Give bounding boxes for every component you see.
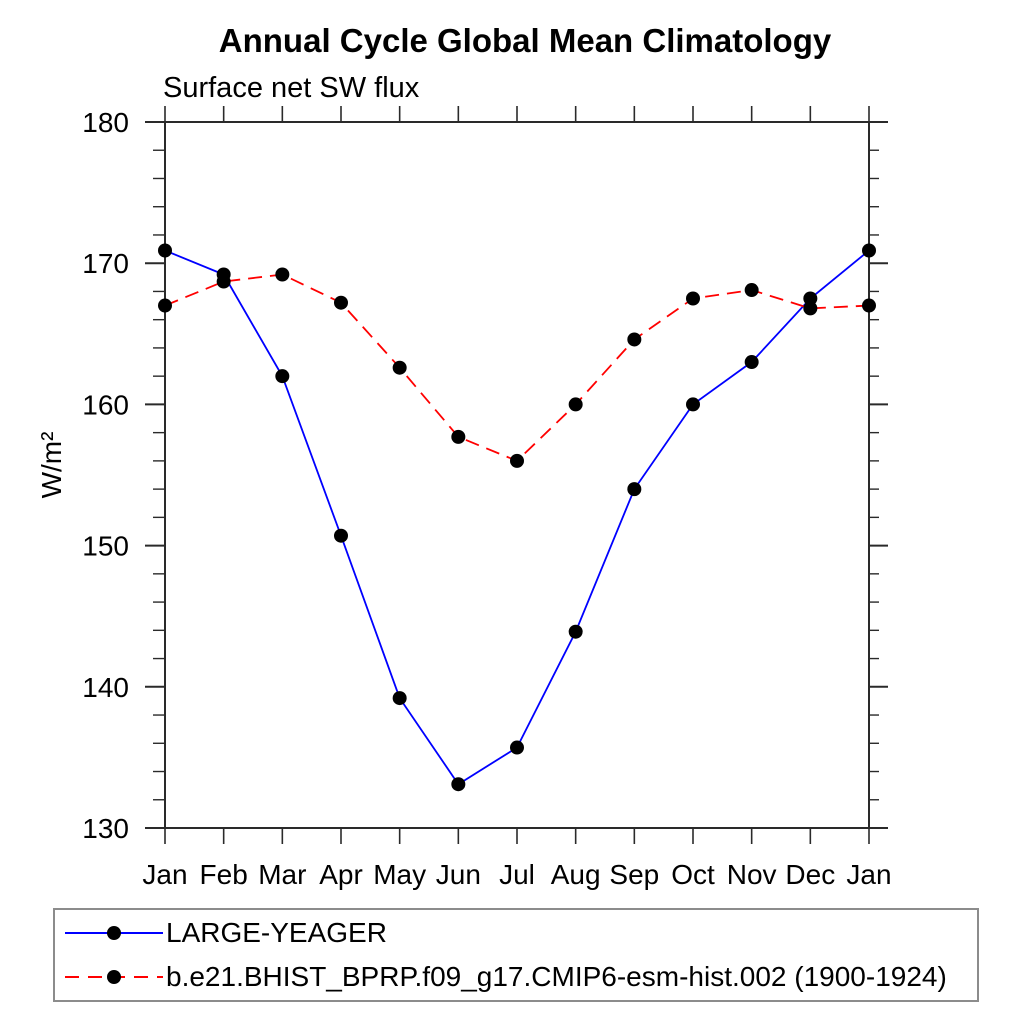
data-point-series-1 [392, 360, 407, 375]
x-tick-label: Dec [785, 859, 835, 890]
x-tick-label: Jun [436, 859, 481, 890]
data-point-series-0 [862, 243, 876, 258]
y-tick-label: 170 [82, 248, 129, 279]
data-point-series-1 [862, 298, 876, 313]
data-point-series-1 [451, 429, 466, 444]
legend-line-sample [65, 926, 163, 940]
legend-item-large-yeager: LARGE-YEAGER [62, 911, 977, 955]
data-point-series-1 [568, 397, 583, 412]
legend-label: LARGE-YEAGER [166, 917, 387, 948]
data-point-series-1 [334, 295, 348, 310]
y-tick-label: 140 [82, 672, 129, 703]
data-point-series-1 [627, 332, 642, 347]
x-tick-label: Oct [671, 859, 715, 890]
data-point-series-1 [510, 453, 524, 468]
data-point-series-0 [686, 397, 700, 412]
data-point-series-1 [158, 298, 172, 313]
chart-title: Annual Cycle Global Mean Climatology [218, 22, 832, 59]
x-tick-label: Jan [142, 859, 187, 890]
data-point-series-0 [744, 355, 759, 370]
series-line-1 [164, 273, 870, 462]
x-tick-label: Mar [258, 859, 306, 890]
legend-line-sample [65, 970, 163, 984]
data-point-series-0 [451, 777, 466, 792]
x-tick-label: Nov [727, 859, 777, 890]
y-tick-label: 160 [82, 389, 129, 420]
x-tick-label: Sep [609, 859, 659, 890]
legend-marker-icon [107, 970, 121, 984]
data-point-series-0 [158, 243, 172, 258]
x-tick-label: Feb [200, 859, 248, 890]
x-tick-label: Apr [319, 859, 363, 890]
data-point-series-0 [627, 482, 642, 497]
plot-frame [164, 121, 870, 829]
y-tick-label: 130 [82, 813, 129, 844]
y-tick-label: 180 [82, 107, 129, 138]
x-tick-label: Jul [499, 859, 535, 890]
data-point-series-1 [803, 301, 818, 316]
x-tick-label: May [373, 859, 426, 890]
data-point-series-0 [803, 291, 818, 306]
legend-item-cmip6-run: b.e21.BHIST_BPRP.f09_g17.CMIP6-esm-hist.… [62, 955, 977, 999]
chart-subtitle: Surface net SW flux [163, 72, 420, 104]
data-point-series-1 [216, 274, 231, 289]
data-point-series-0 [392, 691, 407, 706]
data-point-series-0 [275, 369, 290, 384]
data-point-series-1 [744, 283, 759, 298]
series-line-0 [164, 249, 870, 786]
legend-box: LARGE-YEAGER b.e21.BHIST_BPRP.f09_g17.CM… [53, 908, 979, 1002]
legend-label: b.e21.BHIST_BPRP.f09_g17.CMIP6-esm-hist.… [166, 961, 947, 992]
x-tick-label: Jan [846, 859, 891, 890]
legend-marker-icon [107, 926, 121, 940]
data-point-series-0 [568, 624, 583, 639]
data-point-series-0 [334, 528, 348, 543]
x-tick-label: Aug [551, 859, 601, 890]
y-tick-label: 150 [82, 531, 129, 562]
data-point-series-1 [686, 291, 700, 306]
data-point-series-1 [275, 267, 290, 282]
data-point-series-0 [510, 740, 524, 755]
